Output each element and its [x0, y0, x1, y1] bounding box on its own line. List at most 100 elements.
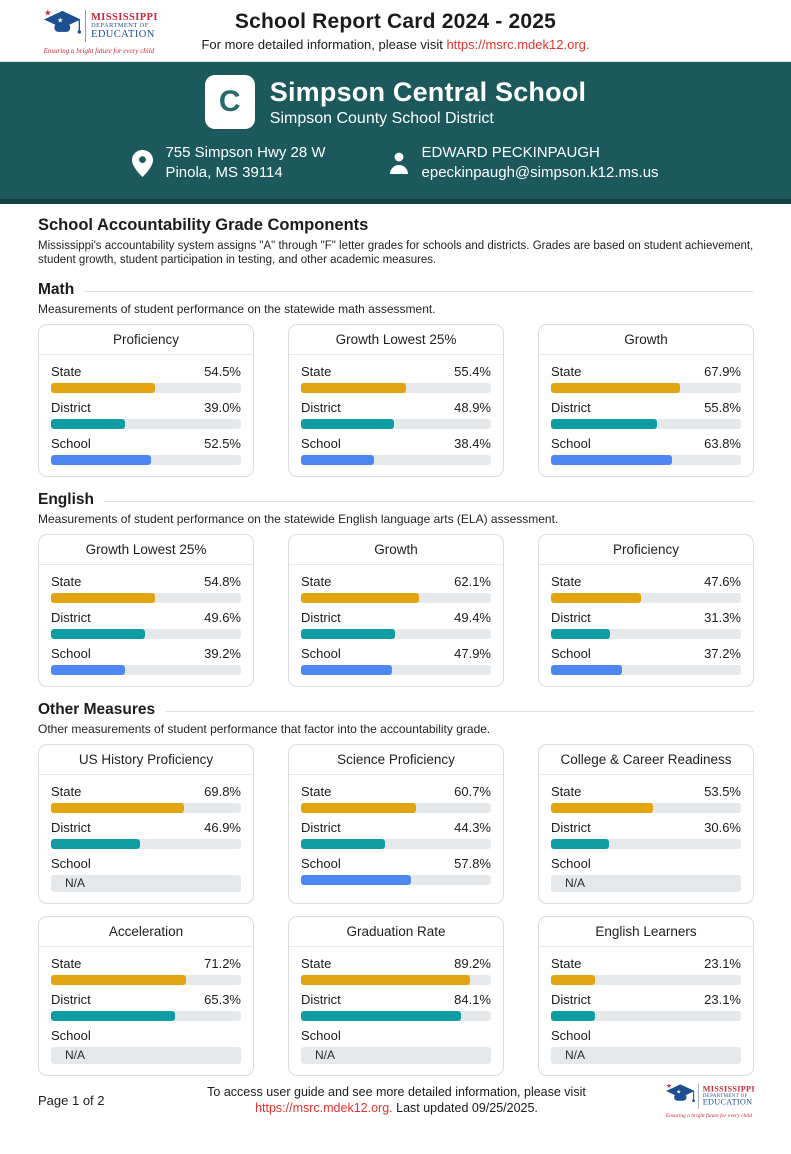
- meter-row: School N/A: [51, 855, 241, 892]
- bar-track: [301, 593, 491, 603]
- row-label: District: [51, 992, 91, 1007]
- row-label: School: [51, 436, 91, 451]
- bar-track: [551, 1011, 741, 1021]
- bar-fill: [551, 629, 611, 639]
- card-title: Science Proficiency: [289, 745, 503, 775]
- page-footer: Page 1 of 2 To access user guide and see…: [0, 1076, 791, 1154]
- bar-fill: [301, 629, 395, 639]
- section-description: Measurements of student performance on t…: [38, 512, 559, 526]
- bar-track: [51, 839, 241, 849]
- bar-fill: [301, 1011, 461, 1021]
- footer-note-line1: To access user guide and see more detail…: [207, 1085, 586, 1099]
- row-label: District: [301, 992, 341, 1007]
- card-title: Growth Lowest 25%: [39, 535, 253, 565]
- bar-track: [51, 665, 241, 675]
- row-label: School: [551, 1028, 591, 1043]
- card-grid: Proficiency State 54.5% District 39.0% S…: [38, 324, 754, 477]
- meter-row: District 44.3%: [301, 819, 491, 849]
- bar-track: [551, 629, 741, 639]
- bar-track: [551, 665, 741, 675]
- row-label: State: [551, 784, 582, 799]
- bar-fill: [301, 803, 417, 813]
- bar-track: [301, 383, 491, 393]
- bar-fill: [51, 803, 184, 813]
- row-value: 30.6%: [704, 820, 741, 835]
- row-value: 47.9%: [454, 646, 491, 661]
- meter-row: District 65.3%: [51, 991, 241, 1021]
- row-value: 23.1%: [704, 992, 741, 1007]
- svg-text:★: ★: [676, 1089, 681, 1096]
- bar-fill: [301, 419, 394, 429]
- row-label: School: [551, 856, 591, 871]
- bar-track: [551, 593, 741, 603]
- bar-track: [301, 629, 491, 639]
- graduation-cap-icon: ★ ★: [43, 8, 82, 34]
- svg-text:★: ★: [57, 16, 63, 25]
- row-value: 44.3%: [454, 820, 491, 835]
- row-label: District: [551, 992, 591, 1007]
- card-title: English Learners: [539, 917, 753, 947]
- measure-card: Proficiency State 47.6% District 31.3% S…: [538, 534, 754, 687]
- school-name: Simpson Central School: [269, 76, 587, 107]
- measure-card: Growth State 62.1% District 49.4% School…: [288, 534, 504, 687]
- meter-row: School 37.2%: [551, 645, 741, 675]
- bar-fill: [551, 419, 658, 429]
- row-label: District: [551, 400, 591, 415]
- bar-track: N/A: [301, 1047, 491, 1064]
- contact-name: EDWARD PECKINPAUGH: [421, 144, 600, 161]
- measure-card: Science Proficiency State 60.7% District…: [288, 744, 504, 904]
- bar-fill: [301, 665, 392, 675]
- measure-card: Acceleration State 71.2% District 65.3% …: [38, 916, 254, 1076]
- address-line2: Pinola, MS 39114: [165, 164, 283, 181]
- bar-track: [301, 975, 491, 985]
- meter-row: State 55.4%: [301, 363, 491, 393]
- bar-na-label: N/A: [65, 876, 86, 890]
- logo-line2: DEPARTMENT OF: [91, 21, 149, 29]
- meter-row: School 63.8%: [551, 435, 741, 465]
- card-body: State 54.8% District 49.6% School 39.2%: [39, 565, 253, 686]
- row-value: 60.7%: [454, 784, 491, 799]
- row-label: State: [51, 574, 82, 589]
- bar-fill: [551, 593, 642, 603]
- row-value: 49.4%: [454, 610, 491, 625]
- card-body: State 62.1% District 49.4% School 47.9%: [289, 565, 503, 686]
- meter-row: State 89.2%: [301, 955, 491, 985]
- bar-track: [551, 419, 741, 429]
- bar-fill: [301, 593, 419, 603]
- footer-msrc-link[interactable]: https://msrc.mdek12.org.: [255, 1101, 393, 1115]
- card-body: State 67.9% District 55.8% School 63.8%: [539, 355, 753, 476]
- row-value: 55.4%: [454, 364, 491, 379]
- bar-fill: [551, 455, 673, 465]
- bar-fill: [51, 455, 151, 465]
- bar-track: [301, 1011, 491, 1021]
- row-label: School: [51, 1028, 91, 1043]
- row-label: School: [301, 646, 341, 661]
- report-body: School Accountability Grade Components M…: [0, 204, 791, 1076]
- bar-track: [51, 1011, 241, 1021]
- bar-fill: [51, 383, 155, 393]
- meter-row: State 54.5%: [51, 363, 241, 393]
- bar-track: [551, 975, 741, 985]
- row-value: 89.2%: [454, 956, 491, 971]
- row-label: School: [551, 646, 591, 661]
- bar-na-label: N/A: [315, 1048, 336, 1062]
- row-label: District: [51, 400, 91, 415]
- card-grid: Growth Lowest 25% State 54.8% District 4…: [38, 534, 754, 687]
- row-label: School: [51, 856, 91, 871]
- bar-track: N/A: [51, 1047, 241, 1064]
- meter-row: School N/A: [301, 1027, 491, 1064]
- row-value: 39.2%: [204, 646, 241, 661]
- logo-line1: MISSISSIPPI: [702, 1084, 755, 1094]
- msrc-link[interactable]: https://msrc.mdek12.org.: [446, 36, 590, 52]
- bar-track: [301, 455, 491, 465]
- meter-row: District 84.1%: [301, 991, 491, 1021]
- row-label: District: [301, 820, 341, 835]
- bar-fill: [51, 1011, 176, 1021]
- row-value: 49.6%: [204, 610, 241, 625]
- row-label: State: [551, 956, 582, 971]
- bar-track: [51, 455, 241, 465]
- row-label: District: [51, 820, 91, 835]
- card-grid: US History Proficiency State 69.8% Distr…: [38, 744, 754, 1076]
- bar-fill: [551, 975, 595, 985]
- bar-fill: [551, 665, 622, 675]
